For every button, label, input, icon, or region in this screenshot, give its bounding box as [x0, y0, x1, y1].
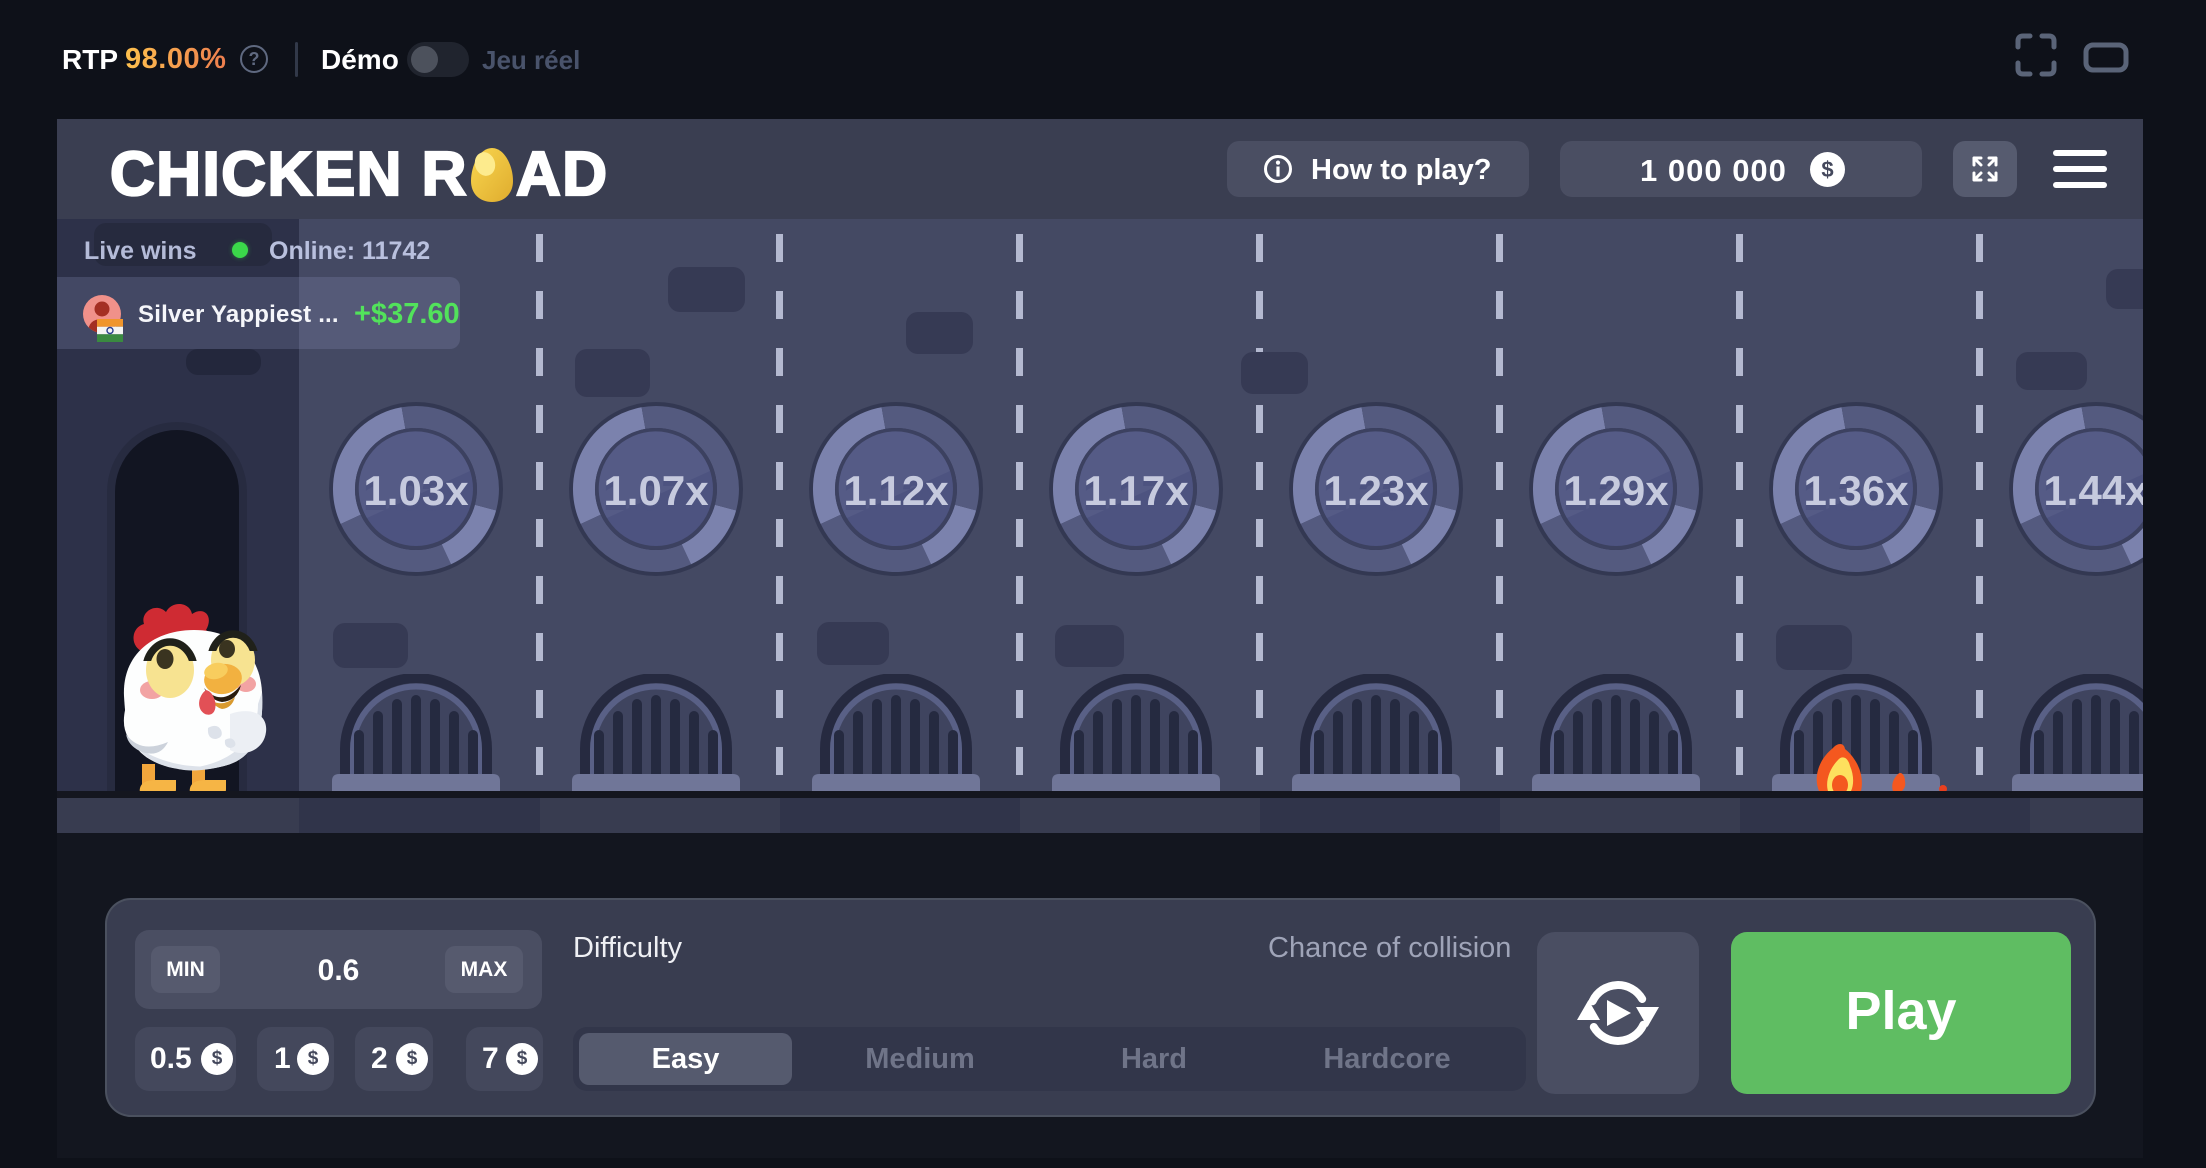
svg-text:1.36x: 1.36x	[1803, 467, 1909, 514]
svg-text:1.07x: 1.07x	[603, 467, 709, 514]
svg-text:1.17x: 1.17x	[1083, 467, 1189, 514]
svg-text:1.29x: 1.29x	[1563, 472, 1669, 519]
svg-text:1.17x: 1.17x	[1083, 472, 1189, 519]
svg-text:1.23x: 1.23x	[1323, 467, 1429, 514]
svg-text:1.12x: 1.12x	[843, 467, 949, 514]
svg-text:1.44x: 1.44x	[2043, 472, 2143, 519]
svg-text:1.36x: 1.36x	[1803, 472, 1909, 519]
svg-text:1.44x: 1.44x	[2043, 467, 2143, 514]
svg-text:1.29x: 1.29x	[1563, 467, 1669, 514]
svg-text:1.12x: 1.12x	[843, 472, 949, 519]
svg-text:1.03x: 1.03x	[363, 472, 469, 519]
svg-text:1.03x: 1.03x	[363, 467, 469, 514]
svg-text:1.23x: 1.23x	[1323, 472, 1429, 519]
svg-text:1.07x: 1.07x	[603, 472, 709, 519]
